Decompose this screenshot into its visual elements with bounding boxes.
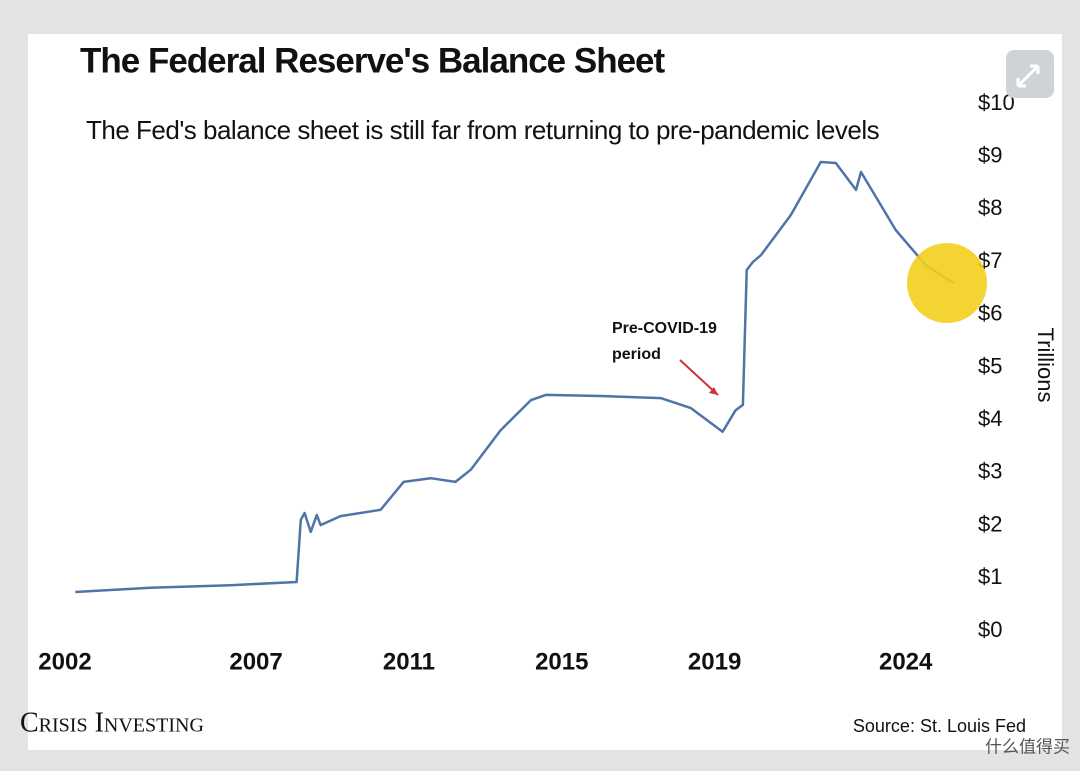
x-tick-label: 2024	[879, 648, 933, 675]
y-tick-label: $6	[978, 301, 1002, 326]
y-tick-label: $1	[978, 564, 1002, 589]
expand-button[interactable]	[1006, 50, 1054, 98]
chart-title: The Federal Reserve's Balance Sheet	[80, 41, 666, 80]
watermark: 什么值得买	[985, 737, 1070, 756]
x-tick-label: 2011	[383, 648, 435, 675]
source: Source: St. Louis Fed	[853, 716, 1026, 736]
card	[28, 34, 1062, 750]
annotation: Pre-COVID-19	[612, 320, 717, 337]
annotation: period	[612, 346, 661, 363]
y-tick-label: $4	[978, 406, 1002, 431]
x-tick-label: 2002	[38, 648, 91, 675]
y-tick-label: $0	[978, 617, 1002, 642]
y-tick-label: $5	[978, 353, 1002, 378]
x-tick-label: 2015	[535, 648, 588, 675]
brand: Crisis Investing	[20, 707, 204, 738]
annotation-arrow	[679, 359, 719, 396]
y-axis-label: Trillions	[1033, 328, 1058, 403]
y-tick-label: $2	[978, 511, 1002, 536]
x-tick-label: 2007	[229, 648, 282, 675]
annotation-arrowhead	[709, 387, 718, 395]
y-tick-label: $9	[978, 143, 1002, 168]
highlight	[907, 243, 987, 323]
line	[75, 160, 955, 594]
x-tick-label: 2019	[688, 648, 741, 675]
y-tick-label: $8	[978, 195, 1002, 220]
y-tick-label: $3	[978, 459, 1002, 484]
chart-subtitle: The Fed's balance sheet is still far fro…	[86, 115, 880, 145]
